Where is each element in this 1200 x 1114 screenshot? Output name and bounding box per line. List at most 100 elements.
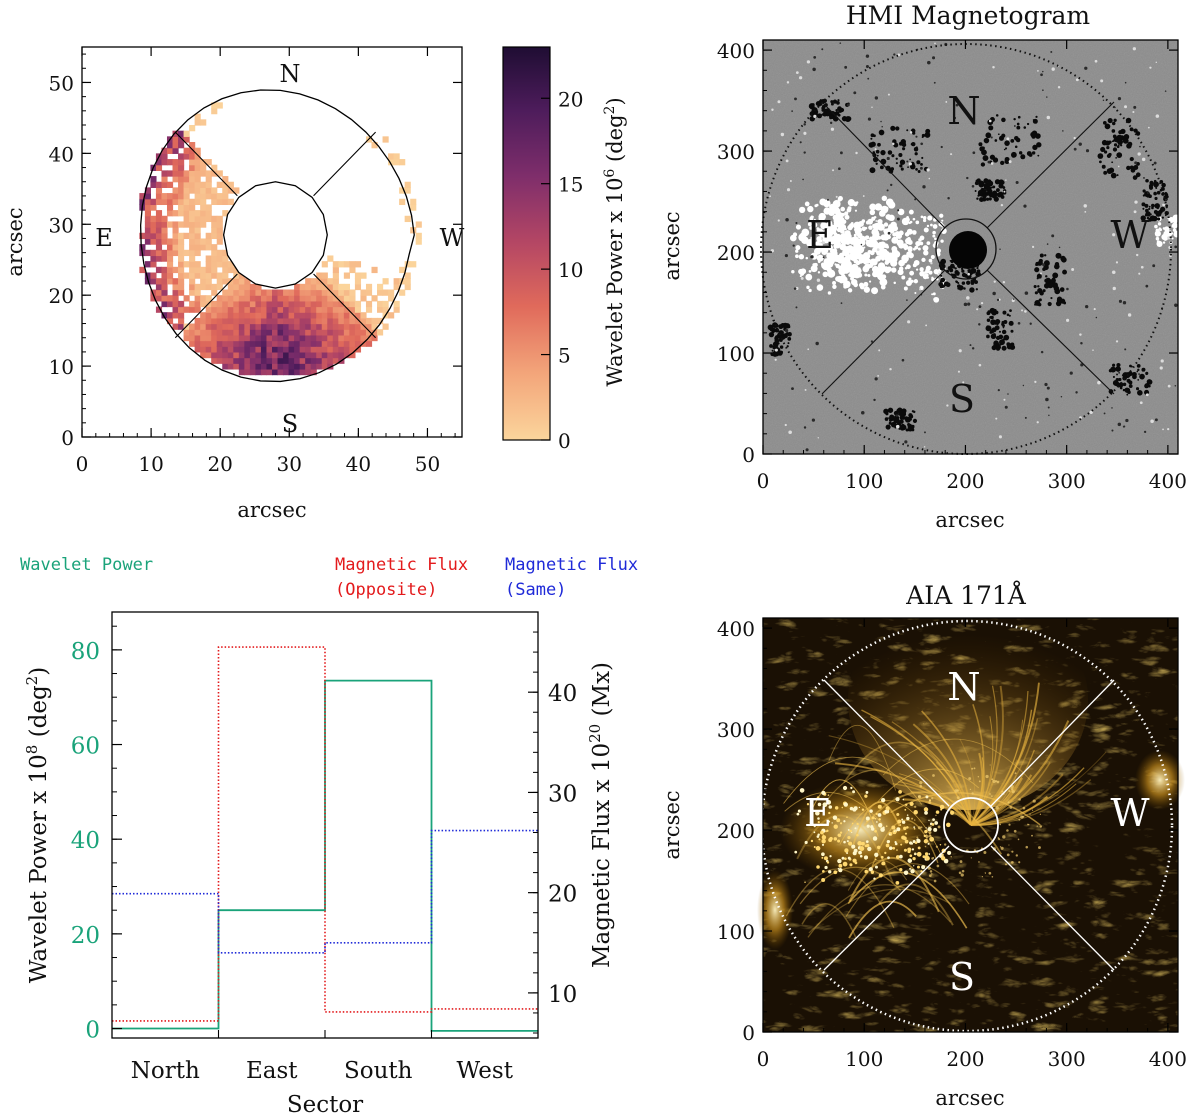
hmi-network-patch [855,151,858,155]
wavelet-power-cell [294,317,301,325]
wavelet-power-cell [172,187,179,194]
coronal-loop [970,690,1029,826]
wavelet-power-cell [178,238,185,245]
plage-speckle [920,826,923,829]
active-region-speckle [909,867,911,870]
hmi-positive-flux-patch [820,246,829,255]
wavelet-power-cell [205,306,212,313]
active-region-speckle [863,855,869,860]
wavelet-power-cell [299,368,306,376]
wavelet-power-cell [404,181,411,188]
active-region-speckle [885,843,890,848]
hmi-negative-flux-patch [978,143,982,146]
wavelet-power-cell [211,323,218,330]
wavelet-power-cell [183,153,190,160]
hmi-negative-flux-patch [1099,160,1102,164]
wavelet-power-cell [343,351,350,359]
wavelet-power-cell [155,193,163,200]
wavelet-power-cell [178,176,185,183]
wavelet-power-cell [205,238,212,245]
histogram-series [112,646,538,1032]
active-region-speckle [904,808,907,811]
hmi-negative-flux-patch [985,132,992,139]
hmi-network-patch [1162,203,1166,207]
hmi-positive-flux-patch [1155,228,1160,233]
wavelet-power-cell [161,238,168,245]
plage-speckle [978,780,981,783]
wavelet-power-cell [266,351,273,359]
hmi-positive-flux-patch [828,209,835,217]
hmi-positive-flux-patch [926,266,930,271]
hmi-negative-flux-patch [1008,314,1011,317]
wavelet-power-cell [249,346,257,353]
wavelet-power-cell [194,232,201,240]
wavelet-power-cell [222,176,229,183]
wavelet-power-cell [349,306,356,313]
hmi-network-patch [1071,268,1075,272]
plage-speckle [914,805,917,808]
wavelet-power-cell [354,283,362,291]
hmi-network-patch [853,91,857,95]
colorbar-gradient [502,46,551,441]
hmi-negative-flux-patch [1100,146,1106,152]
plage-speckle [1014,772,1017,775]
wavelet-power-cell [166,255,174,262]
wavelet-power-cell [388,153,395,160]
wavelet-power-cell [155,295,163,302]
hmi-network-patch [860,243,863,246]
sector-category-label: East [246,1058,298,1084]
wavelet-power-cell [172,130,179,137]
left-axis-tick-label: 40 [71,828,100,854]
wavelet-power-cell [349,329,356,336]
hmi-network-patch [867,77,870,80]
active-region-speckle [828,805,833,809]
plage-speckle [932,774,935,777]
active-region-speckle [796,812,800,816]
wavelet-power-cell [272,363,279,370]
hmi-positive-flux-patch [898,242,905,249]
hmi-negative-flux-patch [1116,152,1123,158]
wavelet-power-cell [189,340,196,347]
wavelet-power-cell [321,317,328,325]
wavelet-power-cell [222,181,229,188]
active-region-speckle [924,811,928,815]
wavelet-power-cell [166,142,174,149]
hmi-negative-flux-patch [885,424,891,430]
active-region-speckle [837,839,841,843]
hmi-negative-flux-patch [1142,194,1146,197]
hmi-network-patch [807,348,810,351]
hmi-network-patch [1124,348,1127,351]
hmi-positive-flux-patch [903,260,907,264]
wavelet-power-cell [310,278,317,285]
active-region-speckle [813,825,816,828]
wavelet-power-cell [172,176,179,183]
hmi-negative-flux-patch [1026,122,1030,126]
wavelet-power-cell [238,351,245,359]
active-region-speckle [821,878,826,883]
wavelet-power-cell [172,142,179,149]
hmi-negative-flux-patch [1137,390,1143,396]
hmi-network-patch [1024,310,1027,313]
hmi-negative-flux-patch [1126,143,1132,149]
plage-speckle [1039,813,1042,816]
coronal-loop [825,769,889,803]
colorbar-label-unit-close: ) [603,97,627,105]
hmi-network-patch [822,241,825,245]
hmi-negative-flux-patch [869,167,876,174]
wavelet-power-cell [321,357,328,364]
wavelet-power-cell [238,300,245,308]
wavelet-power-cell [277,357,284,364]
wavelet-power-cell [354,261,362,268]
active-region-speckle [843,840,846,844]
wavelet-power-cell [139,193,146,200]
histogram-series-line [112,829,538,954]
active-region-speckle [794,850,798,854]
wavelet-power-cell [371,295,378,302]
hmi-negative-flux-patch [909,163,916,170]
label-west: W [440,224,465,252]
wavelet-power-cell [299,334,306,342]
active-region-speckle [877,804,882,809]
wavelet-power-cell [238,272,245,279]
hmi-network-patch [1048,414,1050,417]
